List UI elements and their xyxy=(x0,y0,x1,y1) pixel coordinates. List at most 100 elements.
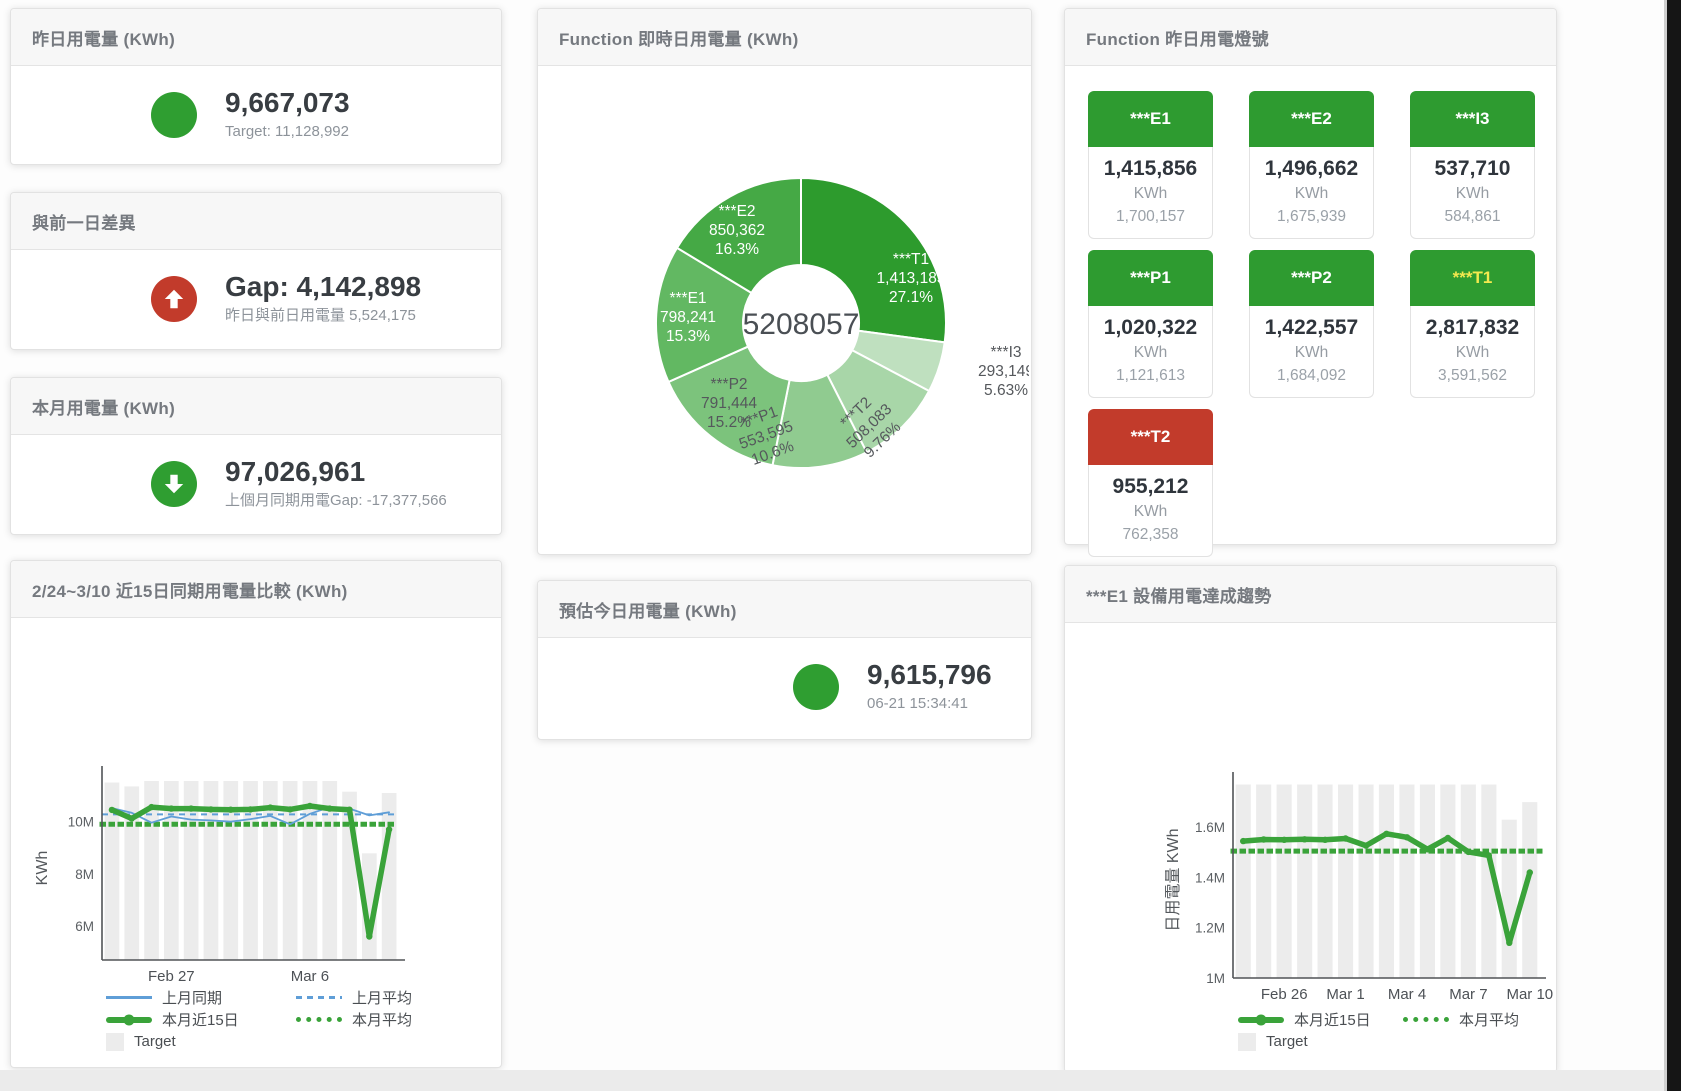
legend-swatch-icon xyxy=(296,1017,342,1022)
card-estimate-title: 預估今日用電量 (KWh) xyxy=(538,581,1031,638)
tile-device-label: ***P2 xyxy=(1249,250,1374,306)
tile-unit: KWh xyxy=(1133,185,1168,202)
yesterday-value: 9,667,073 xyxy=(225,86,350,118)
tile-value: 1,496,662 xyxy=(1264,157,1359,180)
e1-trend-chart[interactable]: 1M 1.2M 1.4M 1.6M Feb 26 Mar 1 Mar 4 Mar 7 Mar 1… xyxy=(1065,626,1554,1004)
device-tile[interactable]: ***I3 537,710 KWh 584,861 xyxy=(1410,91,1535,239)
card-compare-title: 2/24~3/10 近15日同期用電量比較 (KWh) xyxy=(11,561,501,618)
legend-item[interactable]: 本月近15日 xyxy=(1238,1011,1403,1029)
svg-text:6M: 6M xyxy=(75,919,94,934)
legend-swatch-icon xyxy=(296,996,342,999)
status-circle-icon xyxy=(793,663,839,710)
card-month-title: 本月用電量 (KWh) xyxy=(11,378,501,435)
tile-target: 3,591,562 xyxy=(1438,367,1507,384)
donut-slice xyxy=(675,176,802,295)
legend-swatch-icon xyxy=(1238,1014,1284,1025)
donut-slices xyxy=(654,176,948,470)
svg-text:KWh: KWh xyxy=(34,851,51,886)
tile-value: 1,020,322 xyxy=(1103,316,1198,339)
svg-text:850,362: 850,362 xyxy=(709,222,765,239)
legend-item[interactable]: 本月平均 xyxy=(1403,1011,1568,1029)
card-trend-title: ***E1 設備用電達成趨勢 xyxy=(1065,566,1556,623)
card-device-lights: Function 昨日用電燈號 ***E1 1,415,856 KWh 1,700,1… xyxy=(1064,8,1557,557)
device-tile[interactable]: ***T1 2,817,832 KWh 3,591,562 xyxy=(1410,250,1535,398)
svg-text:791,444: 791,444 xyxy=(701,395,757,412)
card-yesterday-title: 昨日用電量 (KWh) xyxy=(11,9,501,66)
tile-device-label: ***P1 xyxy=(1088,250,1213,306)
device-tile[interactable]: ***E1 1,415,856 KWh 1,700,157 xyxy=(1088,91,1213,239)
realtime-donut-chart[interactable]: ***T1 1,413,183 27.1% ***I3 293,149 5.63% ***T… xyxy=(538,66,1034,552)
tile-body: 1,020,322 KWh 1,121,613 xyxy=(1088,306,1213,398)
yesterday-target: Target: 11,128,992 xyxy=(225,122,349,140)
compare-line-chart[interactable]: 6M 8M 10M Feb 27 Mar 6 KWh xyxy=(11,621,499,986)
tile-value: 1,422,557 xyxy=(1264,316,1359,339)
svg-text:Mar 6: Mar 6 xyxy=(291,968,329,985)
series-lines xyxy=(1240,830,1533,946)
donut-slice xyxy=(800,176,948,344)
card-15day-compare: 2/24~3/10 近15日同期用電量比較 (KWh) 6M 8M 10M Feb 2… xyxy=(10,560,502,1068)
tile-value: 2,817,832 xyxy=(1425,316,1520,339)
tile-target: 762,358 xyxy=(1122,526,1179,543)
device-tile-grid: ***E1 1,415,856 KWh 1,700,157 ***E2 1,496,662… xyxy=(1088,91,1535,557)
svg-text:1.6M: 1.6M xyxy=(1195,820,1225,835)
svg-text:1.4M: 1.4M xyxy=(1195,871,1225,886)
card-realtime-title: Function 即時日用電量 (KWh) xyxy=(538,9,1031,66)
compare-legend: 上月同期 上月平均本月近15日 本月平均 Target xyxy=(106,989,486,1051)
donut-center-total: 5208057 xyxy=(743,308,860,341)
legend-swatch-icon xyxy=(106,1032,124,1051)
arrow-down-circle-icon xyxy=(151,460,197,507)
svg-text:Feb 27: Feb 27 xyxy=(148,968,195,985)
tile-device-label: ***E1 xyxy=(1088,91,1213,147)
tile-value: 1,415,856 xyxy=(1103,157,1198,180)
window-edge xyxy=(1667,0,1681,1091)
legend-item[interactable]: 本月平均 xyxy=(296,1011,486,1029)
device-tile[interactable]: ***T2 955,212 KWh 762,358 xyxy=(1088,409,1213,557)
legend-swatch-icon xyxy=(1403,1017,1449,1022)
legend-label: 本月近15日 xyxy=(162,1012,239,1029)
svg-text:1.2M: 1.2M xyxy=(1195,921,1225,936)
trend-legend: 本月近15日 本月平均 Target xyxy=(1238,1011,1568,1051)
legend-label: 本月平均 xyxy=(1459,1012,1520,1029)
tile-value: 955,212 xyxy=(1112,475,1189,498)
legend-label: 上月同期 xyxy=(162,990,223,1007)
page-title: 昨日用電量 (KWh) xyxy=(32,29,176,49)
svg-text:1M: 1M xyxy=(1206,971,1225,986)
slice-label: ***P2 791,444 15.2% xyxy=(701,376,757,431)
device-tile[interactable]: ***E2 1,496,662 KWh 1,675,939 xyxy=(1249,91,1374,239)
legend-item[interactable]: Target xyxy=(106,1032,296,1051)
svg-text:16.3%: 16.3% xyxy=(715,241,759,258)
svg-text:8M: 8M xyxy=(75,867,94,882)
card-lights-title: Function 昨日用電燈號 xyxy=(1065,9,1556,66)
device-tile[interactable]: ***P1 1,020,322 KWh 1,121,613 xyxy=(1088,250,1213,398)
svg-text:***E2: ***E2 xyxy=(718,203,755,220)
slice-label: ***I3 293,149 5.63% xyxy=(978,344,1034,399)
card-day-gap-title: 與前一日差異 xyxy=(11,193,501,250)
legend-item[interactable]: Target xyxy=(1238,1032,1403,1051)
svg-text:Mar 10: Mar 10 xyxy=(1506,986,1553,1003)
window-edge-divider xyxy=(1664,0,1667,1091)
tile-unit: KWh xyxy=(1455,185,1490,202)
svg-text:Feb 26: Feb 26 xyxy=(1261,986,1308,1003)
svg-text:***P2: ***P2 xyxy=(710,376,747,393)
device-tile[interactable]: ***P2 1,422,557 KWh 1,684,092 xyxy=(1249,250,1374,398)
estimate-value: 9,615,796 xyxy=(867,658,992,690)
tile-target: 1,700,157 xyxy=(1116,208,1185,225)
slice-label: ***T1 1,413,183 27.1% xyxy=(877,251,946,306)
tile-body: 1,415,856 KWh 1,700,157 xyxy=(1088,147,1213,239)
legend-item[interactable]: 本月近15日 xyxy=(106,1011,296,1029)
tile-unit: KWh xyxy=(1455,344,1490,361)
svg-text:27.1%: 27.1% xyxy=(889,289,933,306)
svg-text:798,241: 798,241 xyxy=(660,309,716,326)
donut-slice xyxy=(654,246,753,384)
tile-unit: KWh xyxy=(1294,185,1329,202)
legend-swatch-icon xyxy=(106,1014,152,1025)
tile-body: 1,496,662 KWh 1,675,939 xyxy=(1249,147,1374,239)
donut-labels: ***T1 1,413,183 27.1% ***I3 293,149 5.63% ***T… xyxy=(660,203,1034,469)
svg-text:Mar 7: Mar 7 xyxy=(1449,986,1487,1003)
card-estimate: 預估今日用電量 (KWh) 9,615,796 06-21 15:34:41 xyxy=(537,580,1032,740)
legend-item[interactable]: 上月平均 xyxy=(296,989,486,1007)
legend-item[interactable]: 上月同期 xyxy=(106,989,296,1007)
tile-body: 955,212 KWh 762,358 xyxy=(1088,465,1213,557)
